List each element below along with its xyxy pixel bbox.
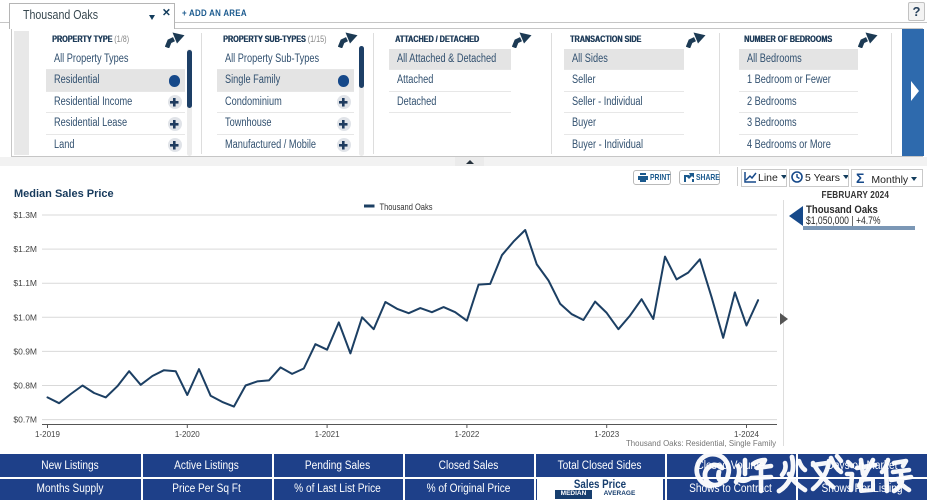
svg-text:$1.1M: $1.1M bbox=[13, 278, 37, 288]
svg-text:$1.3M: $1.3M bbox=[13, 210, 37, 220]
svg-text:$0.8M: $0.8M bbox=[13, 381, 37, 391]
svg-text:Thousand Oaks: Residential, Si: Thousand Oaks: Residential, Single Famil… bbox=[626, 438, 777, 448]
svg-text:$0.7M: $0.7M bbox=[13, 415, 37, 425]
svg-text:1-2024: 1-2024 bbox=[734, 430, 759, 439]
svg-text:$1.2M: $1.2M bbox=[13, 244, 37, 254]
svg-text:1-2020: 1-2020 bbox=[175, 430, 200, 439]
svg-text:1-2019: 1-2019 bbox=[35, 430, 60, 439]
svg-text:1-2022: 1-2022 bbox=[454, 430, 479, 439]
svg-text:1-2023: 1-2023 bbox=[594, 430, 619, 439]
svg-text:$0.9M: $0.9M bbox=[13, 346, 37, 356]
svg-text:$1.0M: $1.0M bbox=[13, 312, 37, 322]
svg-text:Thousand Oaks: Thousand Oaks bbox=[380, 202, 433, 213]
svg-text:1-2021: 1-2021 bbox=[315, 430, 340, 439]
